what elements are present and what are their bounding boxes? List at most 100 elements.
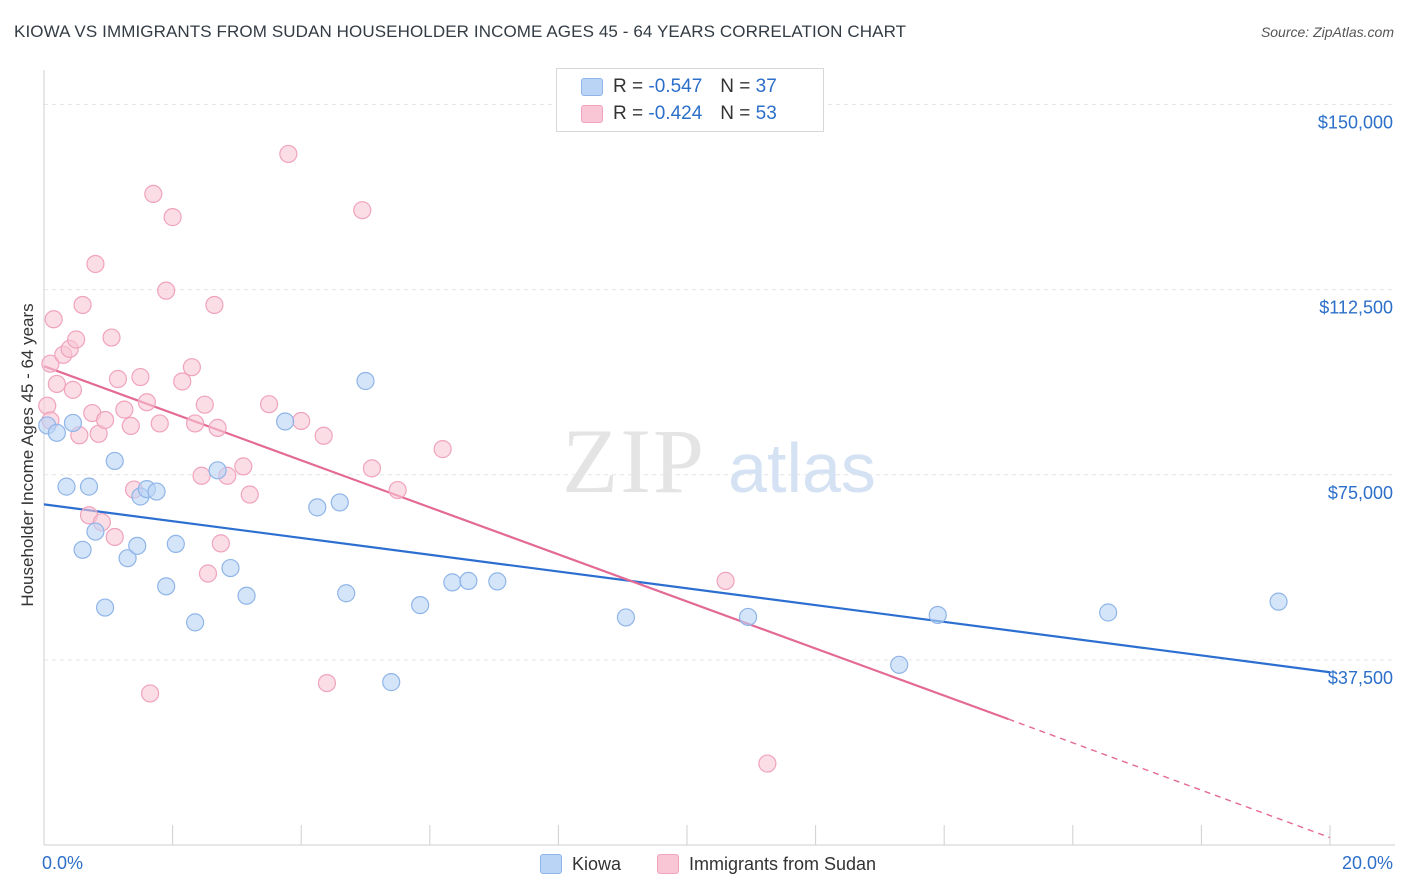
kiowa-point [128,536,147,555]
sudan-point [182,358,201,377]
bottom-legend-sudan[interactable]: Immigrants from Sudan [657,852,876,876]
kiowa-point [79,477,99,496]
sudan-point [353,201,372,220]
source-label: Source: ZipAtlas.com [1260,24,1394,40]
kiowa-point [459,571,478,591]
sudan-point [234,457,253,476]
bottom-legend-swatch-sudan [657,854,679,874]
sudan-point [240,485,259,504]
x-tick-label: 0.0% [42,853,83,873]
kiowa-point [928,605,947,625]
kiowa-point [443,573,462,592]
chart-title: KIOWA VS IMMIGRANTS FROM SUDAN HOUSEHOLD… [14,22,907,41]
legend-swatch-kiowa [581,78,603,96]
kiowa-point [157,577,176,596]
bottom-legend-swatch-kiowa [540,854,562,874]
sudan-point [173,372,192,391]
legend-r-value: -0.424 [648,103,703,124]
bottom-legend-kiowa[interactable]: Kiowa [540,852,621,876]
watermark-atlas: atlas [728,429,876,507]
y-tick-label: $150,000 [1318,113,1393,133]
sudan-point [157,281,176,300]
sudan-point [105,527,124,547]
sudan-point [292,411,311,431]
sudan-point [186,414,205,433]
sudan-point [314,426,333,445]
sudan-point [140,684,160,703]
y-tick-label: $37,500 [1328,668,1393,688]
legend-r-label: R = [613,76,644,97]
kiowa-point [337,584,356,603]
sudan-point [73,295,92,315]
tick-labels: $37,500 $75,000 $112,500 $150,000 0.0% 20.0% [42,113,1393,873]
kiowa-point [86,522,105,541]
sudan-point [47,374,66,394]
kiowa-point [276,412,295,431]
sudan-point [192,466,211,485]
sudan-point [758,754,777,773]
correlation-legend: R = -0.547 N = 37 R = -0.424 N = 53 [556,68,824,132]
sudan-point [198,564,218,583]
legend-row-sudan: R = -0.424 N = 53 [581,102,777,126]
watermark: ZIP atlas [562,410,876,512]
sudan-point [86,254,105,274]
trend-lines [43,365,1331,839]
y-tick-label: $112,500 [1319,298,1393,318]
sudan-trend-line [43,365,1009,721]
kiowa-point [308,498,327,517]
kiowa-point [738,607,758,627]
legend-n-value: 53 [755,103,777,124]
legend-r-label: R = [613,103,644,124]
kiowa-point [221,558,240,578]
watermark-zip: ZIP [562,410,706,512]
kiowa-point [356,371,375,391]
sudan-trend-line-extension [1008,718,1331,839]
kiowa-point [47,423,66,442]
sudan-point [38,396,57,415]
kiowa-point [616,608,636,627]
kiowa-point [890,655,909,674]
sudan-point [102,328,121,347]
legend-n-value: 37 [755,76,777,97]
sudan-point [205,295,224,315]
sudan-point [208,418,227,437]
sudan-point [95,410,115,430]
bottom-legend-label-sudan: Immigrants from Sudan [689,853,877,874]
x-tick-label: 20.0% [1342,853,1393,873]
sudan-point [317,673,337,693]
legend-r-value: -0.547 [648,76,703,97]
sudan-point [716,571,735,591]
kiowa-point [95,598,115,617]
kiowa-point [1269,592,1288,611]
sudan-point [362,459,382,478]
kiowa-point [1099,603,1118,622]
sudan-point [121,416,140,436]
sudan-point [108,369,128,389]
kiowa-point [57,477,76,496]
y-axis-label: Householder Income Ages 45 - 64 years [18,303,37,606]
kiowa-point [118,549,137,568]
sudan-point [67,330,86,349]
sudan-point [63,380,83,399]
sudan-point [163,208,182,227]
kiowa-point [382,673,401,692]
y-tick-label: $75,000 [1328,483,1393,503]
kiowa-point [166,534,185,553]
data-points [38,144,1288,773]
sudan-point [115,400,134,419]
kiowa-trend-line [43,503,1331,674]
kiowa-point [186,613,205,632]
sudan-point [279,144,298,164]
sudan-point [41,354,60,373]
kiowa-point [237,586,256,605]
sudan-point [388,480,407,500]
bottom-legend-label-kiowa: Kiowa [572,853,622,874]
legend-n-label: N = [720,103,751,124]
sudan-point [137,393,156,412]
legend-swatch-sudan [581,105,603,123]
kiowa-point [411,595,430,615]
legend-n-label: N = [720,76,751,97]
axes [43,70,1395,846]
legend-row-kiowa: R = -0.547 N = 37 [581,75,777,99]
